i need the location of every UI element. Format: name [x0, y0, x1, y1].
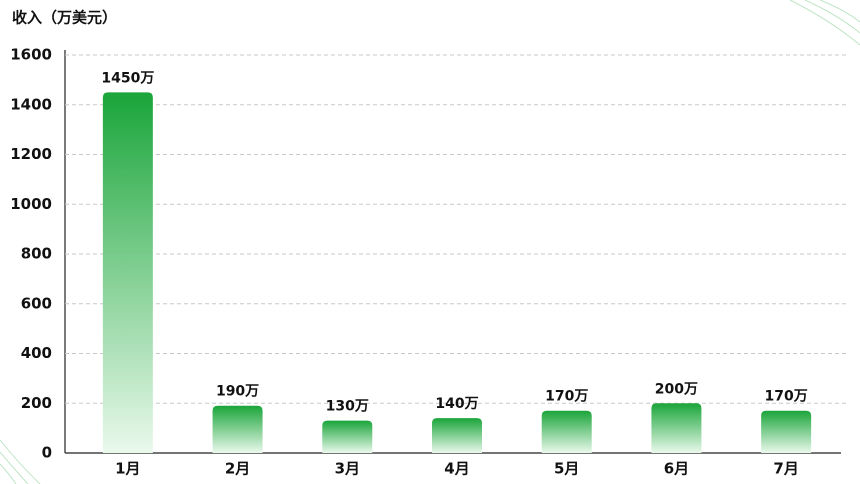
- x-tick-label: 3月: [335, 460, 360, 478]
- y-tick-label: 600: [21, 294, 52, 312]
- bar: [541, 410, 592, 453]
- x-tick-label: 2月: [225, 460, 250, 478]
- value-label: 1450万: [101, 70, 154, 86]
- bar: [761, 410, 812, 453]
- value-label: 170万: [545, 389, 588, 405]
- y-tick-label: 0: [42, 444, 52, 462]
- bar: [432, 418, 482, 453]
- bar: [212, 405, 263, 453]
- bar: [651, 403, 702, 453]
- y-tick-label: 1000: [10, 195, 52, 213]
- y-tick-label: 1600: [10, 46, 52, 64]
- y-axis-title: 收入（万美元）: [12, 9, 117, 27]
- value-label: 190万: [216, 384, 259, 400]
- value-label: 200万: [655, 381, 698, 397]
- y-tick-label: 200: [21, 394, 52, 412]
- x-tick-label: 5月: [554, 460, 579, 478]
- bar: [102, 92, 153, 453]
- y-tick-label: 1400: [10, 95, 52, 113]
- value-label: 170万: [765, 389, 808, 405]
- x-tick-label: 1月: [115, 460, 140, 478]
- value-label: 140万: [435, 396, 478, 412]
- x-tick-label: 4月: [444, 460, 469, 478]
- y-tick-label: 400: [21, 344, 52, 362]
- y-tick-label: 1200: [10, 145, 52, 163]
- x-tick-label: 7月: [773, 460, 798, 478]
- bar: [322, 420, 373, 453]
- y-tick-label: 800: [21, 245, 52, 263]
- value-label: 130万: [326, 399, 369, 415]
- x-tick-label: 6月: [664, 460, 689, 478]
